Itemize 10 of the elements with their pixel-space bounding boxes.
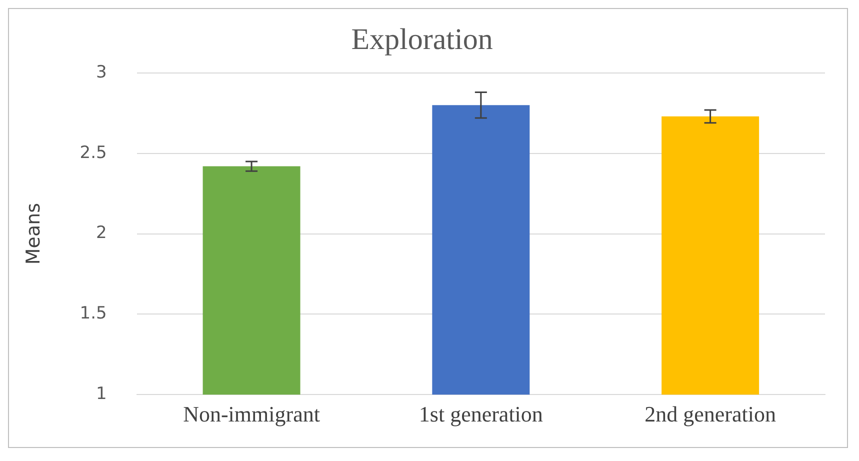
y-axis-title: Means	[22, 202, 44, 265]
y-tick-label: 2.5	[80, 142, 107, 163]
y-tick-label: 1	[96, 384, 107, 404]
x-tick-label: 2nd generation	[644, 402, 776, 427]
x-tick-label: Non-immigrant	[183, 402, 320, 427]
y-tick-label: 3	[96, 62, 107, 82]
chart-title: Exploration	[351, 22, 493, 56]
x-tick-label: 1st generation	[418, 402, 543, 427]
y-tick-label: 2	[96, 223, 107, 244]
y-tick-label: 1.5	[80, 304, 107, 324]
